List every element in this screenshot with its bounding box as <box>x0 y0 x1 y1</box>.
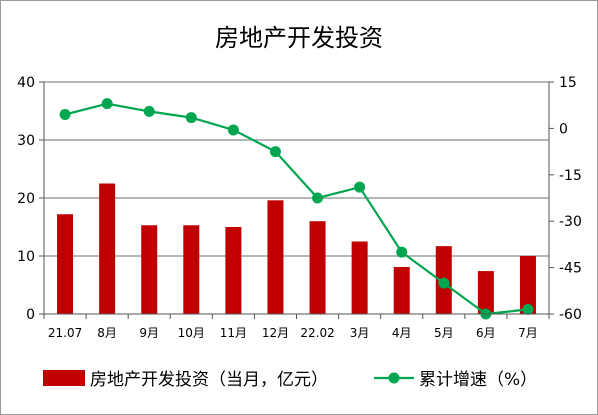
line-point <box>101 98 113 110</box>
x-axis: 21.07 8月 9月 10月 11月 12月 22.02 3月 4月 5月 6月 7月 <box>43 313 550 340</box>
line-point <box>396 246 408 258</box>
bar <box>351 241 368 314</box>
line-point <box>59 108 71 120</box>
bar <box>267 200 284 314</box>
right-axis-tick-label: -15 <box>559 168 582 184</box>
line-point <box>269 146 281 158</box>
x-axis-tick-label: 9月 <box>139 326 159 340</box>
line-point <box>185 112 197 124</box>
x-axis-tick-label: 7月 <box>518 326 538 340</box>
x-axis-tick-label: 12月 <box>262 326 289 340</box>
bar <box>225 227 242 314</box>
right-axis-tick-label: -45 <box>559 261 582 277</box>
legend-line-label: 累计增速（%） <box>419 370 537 390</box>
bar-series <box>57 183 536 314</box>
right-axis-tick-label: 0 <box>559 121 568 137</box>
legend-line-marker <box>388 372 400 384</box>
x-axis-tick-label: 6月 <box>476 326 496 340</box>
legend: 房地产开发投资（当月，亿元） 累计增速（%） <box>43 370 537 390</box>
line-point <box>312 192 324 204</box>
left-axis-tick-label: 30 <box>17 133 35 149</box>
left-axis-tick-label: 0 <box>26 307 35 323</box>
bar <box>141 225 158 314</box>
bar <box>183 225 200 314</box>
left-axis-tick-label: 40 <box>17 75 35 91</box>
bar <box>477 271 494 314</box>
right-axis: 15 0 -15 -30 -45 -60 <box>548 75 582 323</box>
right-axis-tick-label: -30 <box>559 214 582 230</box>
x-axis-tick-label: 21.07 <box>48 326 82 340</box>
line-point <box>438 277 450 289</box>
x-axis-tick-label: 22.02 <box>300 326 334 340</box>
x-axis-tick-label: 10月 <box>178 326 205 340</box>
bar <box>309 221 326 314</box>
left-axis: 0 10 20 30 40 <box>17 75 45 323</box>
bar <box>57 214 74 314</box>
line-point <box>227 124 239 136</box>
line-point <box>143 105 155 117</box>
legend-bar-swatch <box>43 370 85 386</box>
chart-title: 房地产开发投资 <box>215 24 383 52</box>
x-axis-tick-label: 8月 <box>97 326 117 340</box>
left-axis-tick-label: 10 <box>17 249 35 265</box>
x-axis-tick-label: 11月 <box>220 326 247 340</box>
gridlines <box>44 81 549 257</box>
line-point <box>522 303 534 315</box>
legend-bar-label: 房地产开发投资（当月，亿元） <box>90 370 328 390</box>
x-axis-tick-label: 4月 <box>392 326 412 340</box>
line-path <box>64 102 529 316</box>
x-axis-tick-label: 5月 <box>434 326 454 340</box>
right-axis-tick-label: -60 <box>559 307 582 323</box>
line-series <box>59 98 534 320</box>
line-point <box>354 181 366 193</box>
bar <box>519 256 536 314</box>
right-axis-tick-label: 15 <box>559 75 577 91</box>
bar <box>99 183 116 314</box>
left-axis-tick-label: 20 <box>17 191 35 207</box>
bar <box>393 267 410 314</box>
x-axis-tick-label: 3月 <box>350 326 370 340</box>
